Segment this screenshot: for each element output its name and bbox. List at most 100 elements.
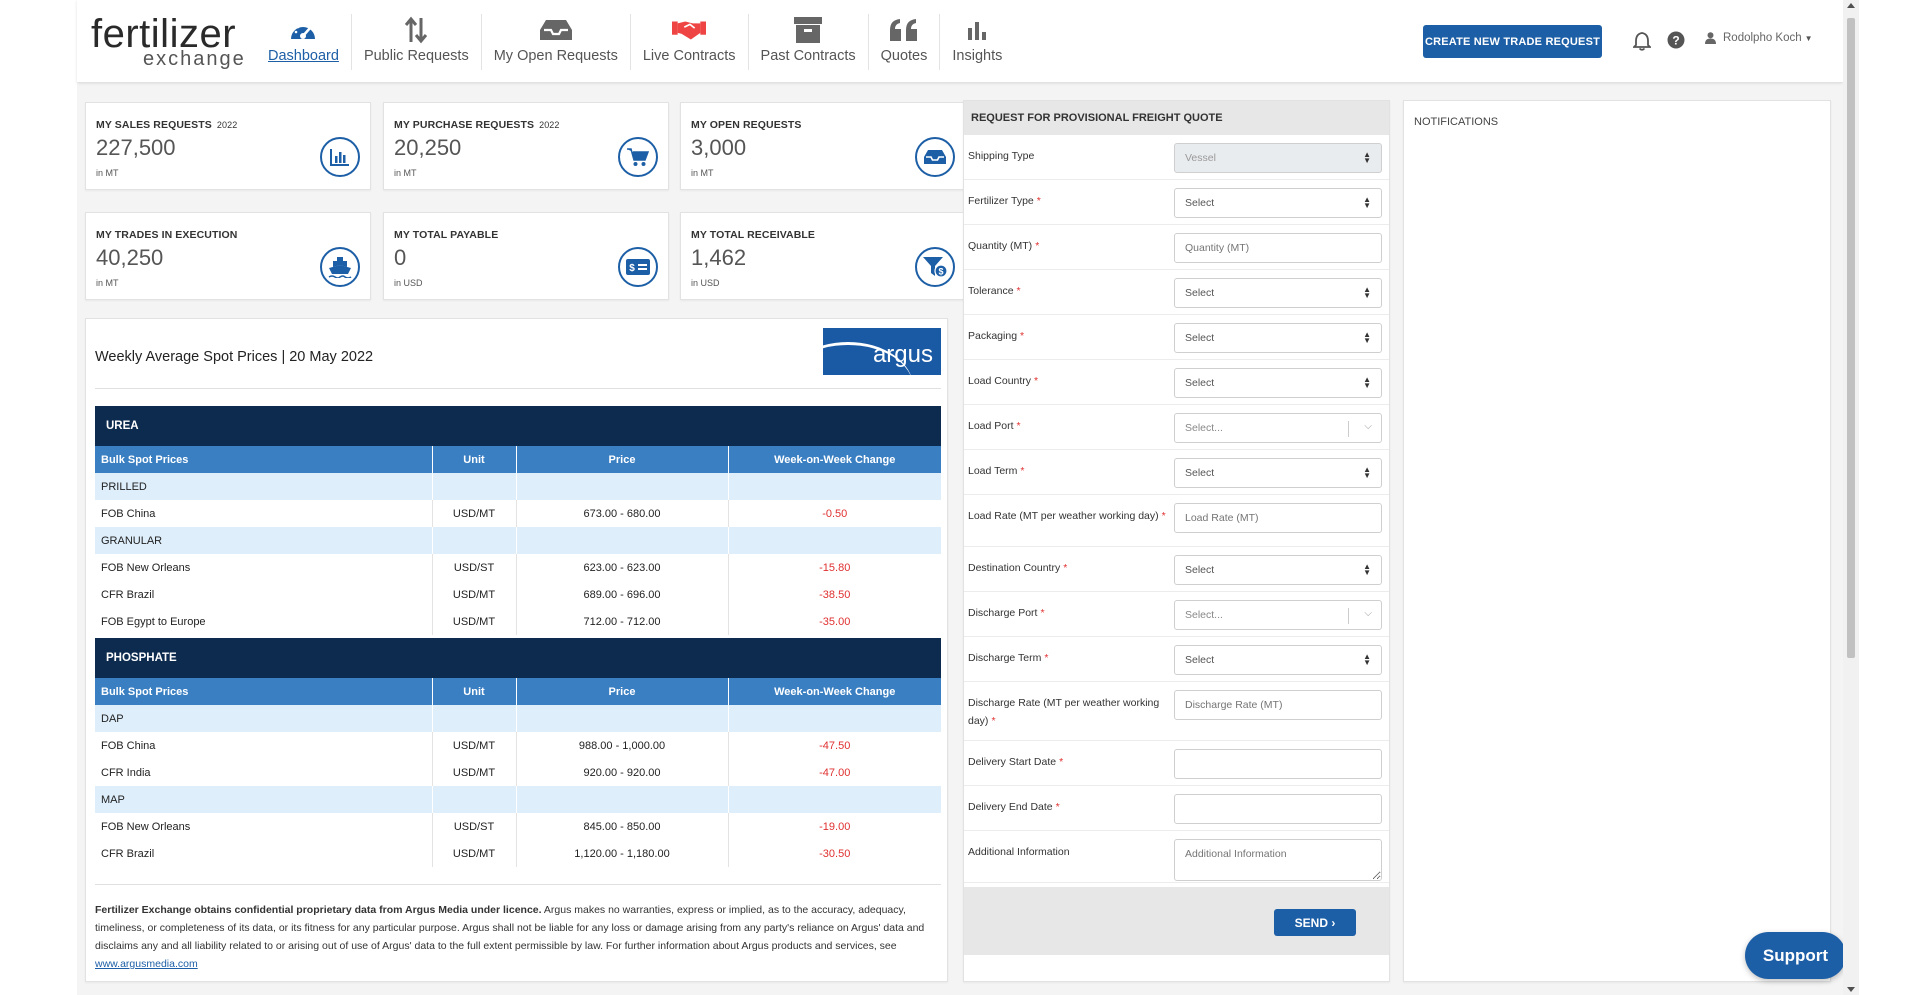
nav-live-contracts-label: Live Contracts bbox=[642, 48, 736, 64]
argus-disclaimer: Fertilizer Exchange obtains confidential… bbox=[95, 901, 935, 973]
field-label: Discharge Term * bbox=[968, 652, 1049, 664]
stat-title: MY TOTAL PAYABLE bbox=[394, 229, 499, 241]
field-label: Quantity (MT) * bbox=[968, 240, 1040, 252]
send-button[interactable]: SEND › bbox=[1274, 909, 1356, 936]
column-header: Unit bbox=[432, 678, 517, 705]
fertilizer-exchange-logo[interactable]: fertilizer exchange bbox=[91, 10, 244, 72]
column-header: Price bbox=[516, 446, 729, 473]
load-rate-mt-per-weather-working-day-input[interactable] bbox=[1174, 503, 1382, 533]
help-icon[interactable]: ? bbox=[1667, 31, 1685, 49]
form-row: Delivery Start Date * bbox=[964, 741, 1389, 786]
create-trade-request-button[interactable]: CREATE NEW TRADE REQUEST bbox=[1423, 25, 1602, 58]
field-label: Delivery Start Date * bbox=[968, 756, 1064, 768]
nav-dashboard[interactable]: Dashboard bbox=[256, 0, 351, 82]
support-button[interactable]: Support bbox=[1745, 932, 1846, 979]
nav-quotes[interactable]: Quotes bbox=[869, 0, 940, 82]
column-header: Unit bbox=[432, 446, 517, 473]
stat-card-open-requests[interactable]: MY OPEN REQUESTS 3,000 in MT bbox=[680, 102, 966, 190]
form-row: Discharge Rate (MT per weather working d… bbox=[964, 682, 1389, 741]
sort-caret-icon: ▲ ▼ bbox=[1363, 562, 1371, 577]
table-row: FOB China USD/MT 673.00 - 680.00 -0.50 bbox=[95, 500, 941, 527]
form-row: Load Rate (MT per weather working day) * bbox=[964, 495, 1389, 547]
stat-card-trades-in-execution[interactable]: MY TRADES IN EXECUTION 40,250 in MT bbox=[85, 212, 371, 300]
page-scrollbar[interactable] bbox=[1843, 0, 1859, 995]
sort-caret-icon: ▲ ▼ bbox=[1363, 375, 1371, 390]
row-change: -0.50 bbox=[822, 507, 848, 520]
fertilizer-type-select[interactable]: Select ▲ ▼ bbox=[1174, 188, 1382, 218]
load-port-combobox[interactable]: Select... ⌵ bbox=[1174, 413, 1382, 443]
stat-card-sales-requests[interactable]: MY SALES REQUESTS 2022 227,500 in MT bbox=[85, 102, 371, 190]
form-row: Shipping Type Vessel ▲ ▼ bbox=[964, 135, 1389, 180]
form-row: Delivery End Date * bbox=[964, 786, 1389, 831]
required-marker: * bbox=[1016, 285, 1021, 297]
field-label: Load Port * bbox=[968, 420, 1021, 432]
nav-insights[interactable]: Insights bbox=[940, 0, 1014, 82]
nav-live-contracts[interactable]: Live Contracts bbox=[631, 0, 748, 82]
discharge-rate-mt-per-weather-working-day-input[interactable] bbox=[1174, 690, 1382, 720]
user-name: Rodolpho Koch bbox=[1723, 32, 1802, 44]
row-price: 689.00 - 696.00 bbox=[516, 581, 729, 608]
tolerance-select[interactable]: Select ▲ ▼ bbox=[1174, 278, 1382, 308]
nav-public-requests-label: Public Requests bbox=[363, 48, 469, 64]
stat-unit: in USD bbox=[691, 278, 720, 288]
user-menu[interactable]: Rodolpho Koch ▼ bbox=[1705, 32, 1813, 44]
stat-value: 0 bbox=[394, 245, 407, 270]
stat-title: MY TRADES IN EXECUTION bbox=[96, 229, 238, 241]
bell-icon[interactable] bbox=[1631, 31, 1653, 51]
stat-card-total-receivable[interactable]: MY TOTAL RECEIVABLE 1,462 in USD $ bbox=[680, 212, 966, 300]
discharge-term-select[interactable]: Select ▲ ▼ bbox=[1174, 645, 1382, 675]
stat-unit: in MT bbox=[96, 168, 119, 178]
group-label: MAP bbox=[95, 786, 433, 813]
row-unit: USD/MT bbox=[432, 759, 517, 786]
column-header: Price bbox=[516, 678, 729, 705]
required-marker: * bbox=[1016, 420, 1021, 432]
spot-prices-title: Weekly Average Spot Prices | 20 May 2022 bbox=[95, 349, 374, 365]
discharge-port-combobox[interactable]: Select... ⌵ bbox=[1174, 600, 1382, 630]
field-label: Load Rate (MT per weather working day) * bbox=[968, 510, 1166, 522]
scroll-up-icon[interactable] bbox=[1847, 3, 1855, 8]
nav-divider bbox=[867, 14, 869, 70]
argus-link[interactable]: www.argusmedia.com bbox=[95, 958, 198, 970]
scroll-down-icon[interactable] bbox=[1847, 987, 1855, 992]
scrollbar-thumb[interactable] bbox=[1847, 18, 1855, 658]
delivery-start-date-input[interactable] bbox=[1174, 749, 1382, 779]
stat-unit: in MT bbox=[691, 168, 714, 178]
packaging-select[interactable]: Select ▲ ▼ bbox=[1174, 323, 1382, 353]
form-row: Quantity (MT) * bbox=[964, 225, 1389, 270]
form-row: Additional Information bbox=[964, 831, 1389, 883]
destination-country-select[interactable]: Select ▲ ▼ bbox=[1174, 555, 1382, 585]
stat-card-total-payable[interactable]: MY TOTAL PAYABLE 0 in USD $ bbox=[383, 212, 669, 300]
form-footer: SEND › bbox=[964, 887, 1389, 955]
svg-text:$: $ bbox=[938, 267, 943, 277]
logo-line1: fertilizer bbox=[91, 12, 237, 56]
quote-icon bbox=[887, 16, 921, 44]
row-item: FOB Egypt to Europe bbox=[95, 608, 433, 635]
load-country-select[interactable]: Select ▲ ▼ bbox=[1174, 368, 1382, 398]
row-unit: USD/MT bbox=[432, 500, 517, 527]
load-term-select[interactable]: Select ▲ ▼ bbox=[1174, 458, 1382, 488]
stat-value: 227,500 bbox=[96, 135, 176, 160]
user-icon bbox=[1705, 32, 1716, 44]
row-item: FOB China bbox=[95, 732, 433, 759]
svg-text:?: ? bbox=[1672, 34, 1679, 48]
sort-caret-icon: ▲ ▼ bbox=[1363, 652, 1371, 667]
form-row: Packaging * Select ▲ ▼ bbox=[964, 315, 1389, 360]
stat-card-purchase-requests[interactable]: MY PURCHASE REQUESTS 2022 20,250 in MT bbox=[383, 102, 669, 190]
field-label: Discharge Port * bbox=[968, 607, 1045, 619]
freight-quote-form: REQUEST FOR PROVISIONAL FREIGHT QUOTE Sh… bbox=[963, 100, 1390, 982]
delivery-end-date-input[interactable] bbox=[1174, 794, 1382, 824]
nav-past-contracts[interactable]: Past Contracts bbox=[749, 0, 868, 82]
nav-my-open-requests[interactable]: My Open Requests bbox=[482, 0, 630, 82]
required-marker: * bbox=[1059, 756, 1064, 768]
nav-public-requests[interactable]: Public Requests bbox=[352, 0, 481, 82]
form-row: Load Country * Select ▲ ▼ bbox=[964, 360, 1389, 405]
additional-information-textarea[interactable] bbox=[1174, 839, 1382, 881]
quantity-mt-input[interactable] bbox=[1174, 233, 1382, 263]
inbox-tray-icon bbox=[539, 16, 573, 44]
row-change: -19.00 bbox=[819, 820, 851, 833]
group-label: GRANULAR bbox=[95, 527, 433, 554]
row-price: 623.00 - 623.00 bbox=[516, 554, 729, 581]
form-row: Destination Country * Select ▲ ▼ bbox=[964, 547, 1389, 592]
freight-form-title: REQUEST FOR PROVISIONAL FREIGHT QUOTE bbox=[964, 101, 1389, 135]
column-header: Week-on-Week Change bbox=[728, 678, 941, 705]
